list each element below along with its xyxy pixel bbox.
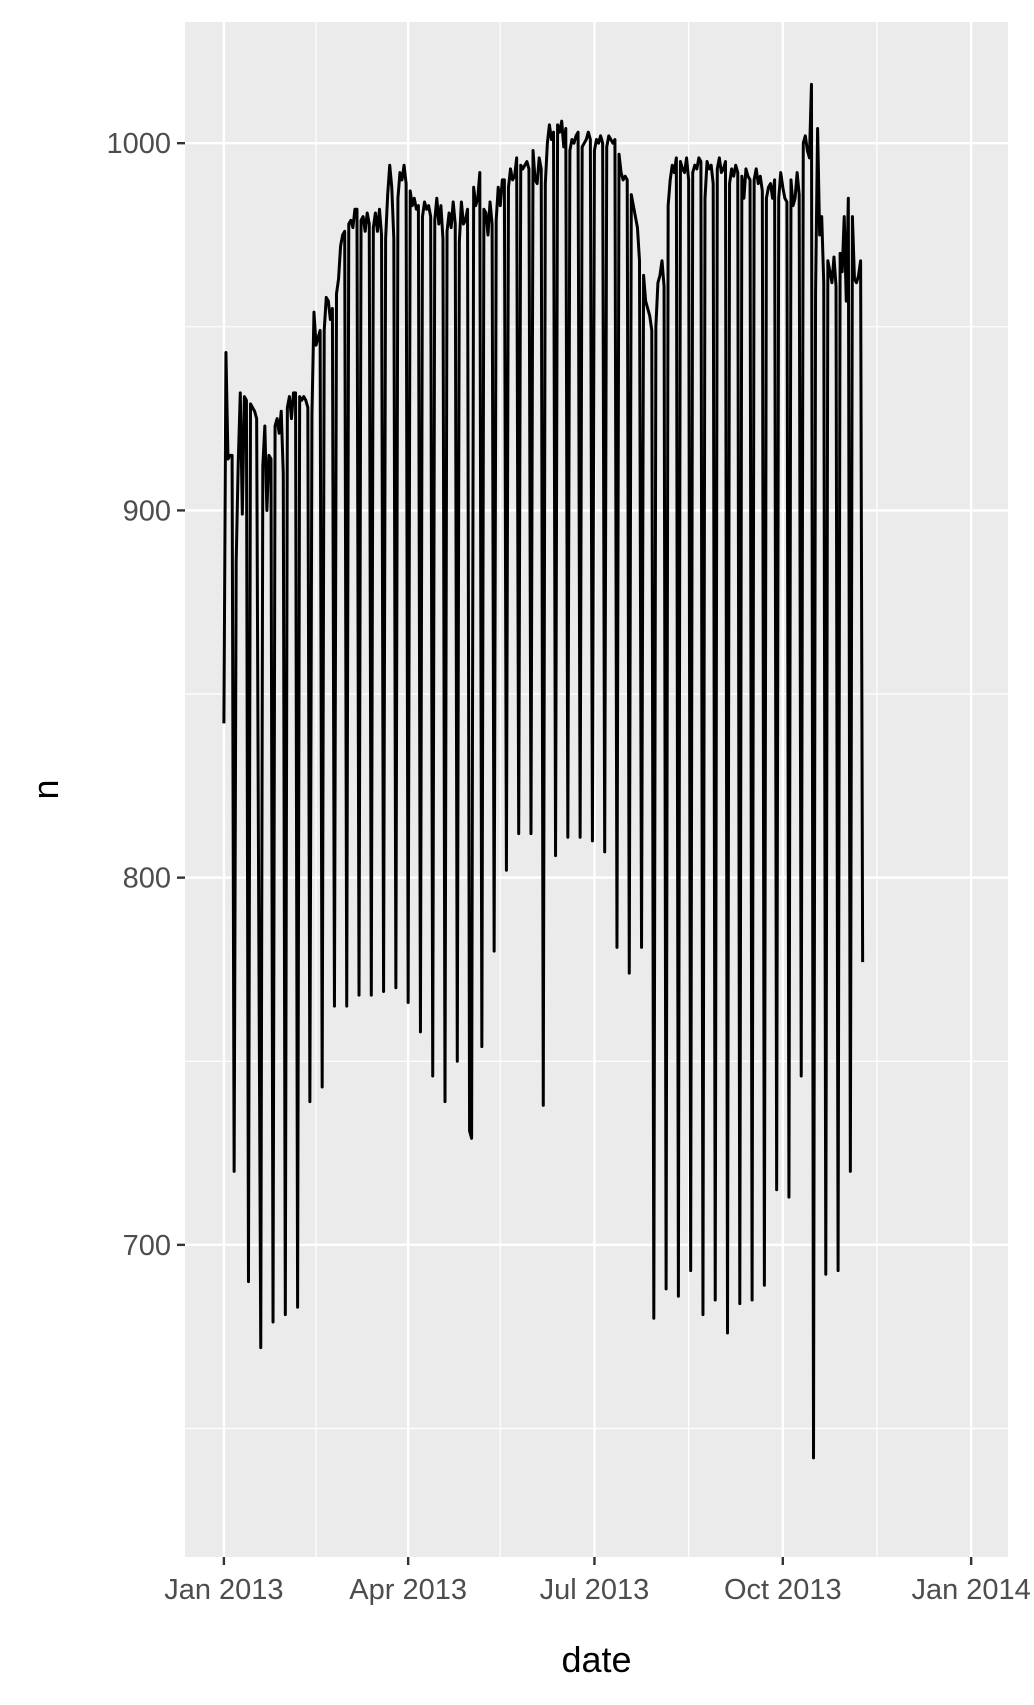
y-tick-label-2: 900 bbox=[123, 495, 171, 527]
y-axis-title: n bbox=[25, 779, 66, 799]
y-tick-label-0: 700 bbox=[123, 1230, 171, 1262]
x-tick-label-1: Apr 2013 bbox=[349, 1574, 467, 1606]
tick-labels: 700 800 900 1000 Jan 2013 Apr 2013 Jul 2013 Oct… bbox=[106, 128, 1030, 1606]
series-layer bbox=[222, 82, 865, 1460]
x-axis-title: date bbox=[561, 1639, 631, 1680]
y-tick-label-3: 1000 bbox=[106, 128, 171, 160]
series-line bbox=[222, 82, 865, 1460]
x-tick-label-4: Jan 2014 bbox=[911, 1574, 1030, 1606]
axis-ticks bbox=[177, 141, 973, 1565]
x-tick-label-2: Jul 2013 bbox=[540, 1574, 650, 1606]
y-tick-label-1: 800 bbox=[123, 863, 171, 895]
x-tick-label-0: Jan 2013 bbox=[164, 1574, 283, 1606]
x-tick-label-3: Oct 2013 bbox=[724, 1574, 842, 1606]
